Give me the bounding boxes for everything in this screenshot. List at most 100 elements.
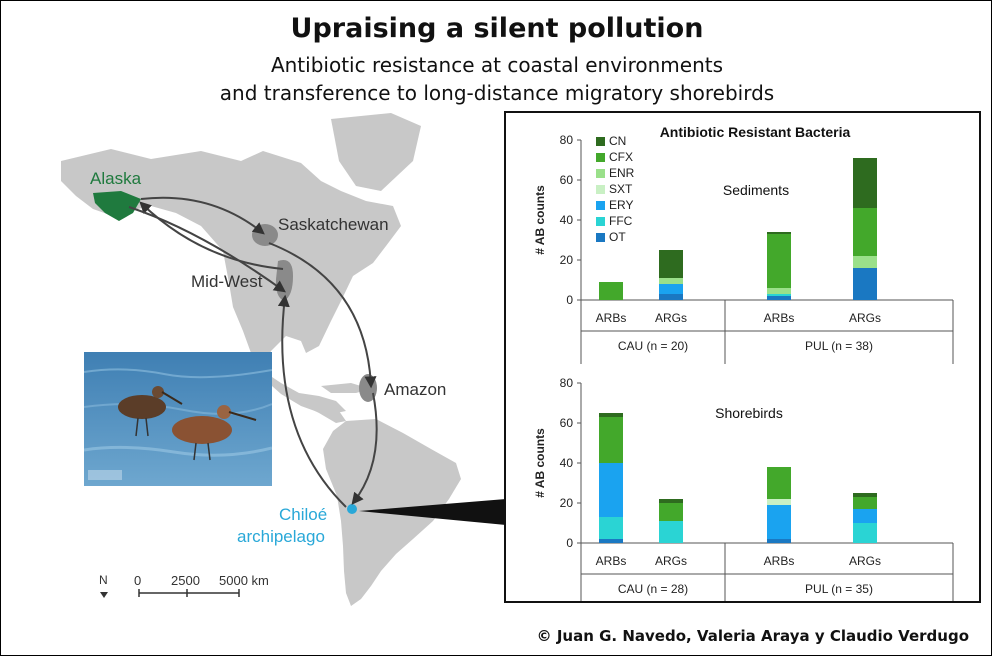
bar-segment-ery [767, 505, 791, 539]
route-saskatchewan-amazon [268, 242, 377, 389]
bar-segment-enr [659, 278, 683, 284]
x-category-label: ARBs [764, 554, 795, 568]
chart-annotation: Shorebirds [715, 405, 783, 421]
bar-segment-ot [599, 539, 623, 543]
bar-segment-cfx [853, 497, 877, 509]
north-america-landmass [61, 149, 401, 415]
group-label: CAU (n = 20) [618, 339, 688, 353]
bar-segment-cfx [767, 234, 791, 288]
legend-swatch-cfx [596, 153, 605, 162]
map-label-saskatchewan: Saskatchewan [278, 215, 389, 234]
bar-segment-enr [767, 288, 791, 294]
bar-charts: 0 20 40 60 80 # AB counts ARBs ARGs ARBs ARGs CAU … [533, 124, 954, 601]
bar-segment-ot [659, 294, 683, 300]
legend-swatch-sxt [596, 185, 605, 194]
legend-label-sxt: SXT [609, 182, 633, 196]
route-alaska-midwest [128, 206, 286, 293]
scale-tick2-label: 5000 km [219, 573, 269, 588]
legend-label-enr: ENR [609, 166, 635, 180]
legend-label-cn: CN [609, 134, 626, 148]
chart-title: Antibiotic Resistant Bacteria [660, 124, 851, 140]
greenland-landmass [331, 113, 421, 191]
bar-segment-ot [767, 539, 791, 543]
legend-label-ery: ERY [609, 198, 633, 212]
x-category-label: ARBs [596, 554, 627, 568]
route-alaska-saskatchewan [140, 196, 265, 235]
y-tick-label: 60 [560, 173, 574, 187]
bar-segment-cfx [599, 282, 623, 300]
bar-segment-cn [659, 250, 683, 278]
group-label: PUL (n = 35) [805, 582, 873, 596]
north-arrow-icon [100, 592, 108, 598]
pointer-wedge [359, 499, 506, 525]
bar-segment-cn [767, 232, 791, 234]
legend-swatch-cn [596, 137, 605, 146]
bar-segment-cfx [767, 467, 791, 499]
shorebirds-chart: 0 20 40 60 80 # AB counts ARBs ARGs ARBs ARGs CAU … [533, 376, 954, 601]
bar-segment-cfx [599, 417, 623, 463]
caribbean-islands [321, 383, 371, 393]
x-category-label: ARGs [849, 554, 881, 568]
scale-tick0-label: 0 [134, 573, 142, 588]
bar-segment-ery [599, 463, 623, 517]
legend-label-ffc: FFC [609, 214, 633, 228]
credit-line: © Juan G. Navedo, Valeria Araya y Claudi… [536, 627, 969, 645]
scale-north-label: N [99, 573, 108, 587]
bar-segment-ery [853, 509, 877, 523]
route-midwest-alaska [139, 201, 284, 270]
figure-subtitle-line2: and transference to long-distance migrat… [219, 81, 775, 105]
alaska-area [93, 191, 141, 221]
map-label-amazon: Amazon [384, 380, 447, 399]
x-category-label: ARGs [849, 311, 881, 325]
y-axis-label: # AB counts [533, 428, 547, 498]
legend-swatch-ffc [596, 217, 605, 226]
bar-segment-ffc [659, 521, 683, 543]
bar-segment-ffc [767, 294, 791, 296]
y-tick-label: 20 [560, 496, 574, 510]
route-amazon-chiloe [351, 392, 378, 505]
map-label-alaska: Alaska [90, 169, 142, 188]
bar-segment-cfx [659, 503, 683, 521]
map-label-midwest: Mid-West [191, 272, 263, 291]
bar-segment-sxt [767, 499, 791, 505]
route-chiloe-midwest [277, 294, 347, 508]
y-tick-label: 0 [566, 536, 573, 550]
chiloe-area [347, 504, 357, 514]
map-label-chiloe-line2: archipelago [237, 527, 325, 546]
legend-label-cfx: CFX [609, 150, 633, 164]
bar-segment-ery [659, 284, 683, 294]
shorebird-photo [84, 352, 272, 486]
bar-segment-cn [599, 413, 623, 417]
figure-title: Upraising a silent pollution [290, 13, 704, 44]
y-tick-label: 80 [560, 133, 574, 147]
group-label: PUL (n = 38) [805, 339, 873, 353]
y-tick-label: 40 [560, 213, 574, 227]
x-category-label: ARGs [655, 554, 687, 568]
bar-segment-ffc [599, 517, 623, 539]
x-category-label: ARBs [596, 311, 627, 325]
americas-map [61, 113, 506, 606]
central-america-landmass [301, 396, 346, 423]
group-label: CAU (n = 28) [618, 582, 688, 596]
bar-segment-ot [767, 296, 791, 300]
x-category-label: ARGs [655, 311, 687, 325]
legend-swatch-ot [596, 233, 605, 242]
bar-segment-enr [853, 256, 877, 268]
y-tick-label: 80 [560, 376, 574, 390]
legend-swatch-ery [596, 201, 605, 210]
legend-swatch-enr [596, 169, 605, 178]
map-label-chiloe-line1: Chiloé [279, 505, 328, 524]
bar-segment-ot [853, 268, 877, 300]
chart-panel: 0 20 40 60 80 # AB counts ARBs ARGs ARBs ARGs CAU … [504, 111, 981, 603]
y-tick-label: 40 [560, 456, 574, 470]
y-tick-label: 20 [560, 253, 574, 267]
bar-segment-cn [853, 493, 877, 497]
bar-segment-ffc [853, 523, 877, 543]
sediments-chart: 0 20 40 60 80 # AB counts ARBs ARGs ARBs ARGs CAU … [533, 124, 954, 364]
x-category-label: ARBs [764, 311, 795, 325]
y-tick-label: 0 [566, 293, 573, 307]
y-tick-label: 60 [560, 416, 574, 430]
chart-annotation: Sediments [723, 182, 789, 198]
bar-segment-cn [659, 499, 683, 503]
